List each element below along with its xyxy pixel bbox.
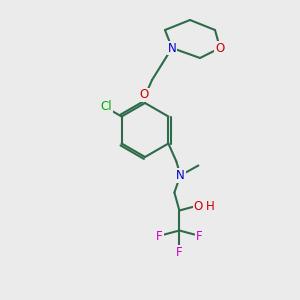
Text: F: F [196, 230, 203, 243]
Text: N: N [176, 169, 185, 182]
Text: H: H [206, 200, 214, 213]
Text: Cl: Cl [100, 100, 112, 113]
Text: N: N [168, 41, 176, 55]
Text: O: O [215, 41, 225, 55]
Text: O: O [194, 200, 203, 213]
Text: F: F [156, 230, 163, 243]
Text: O: O [140, 88, 148, 101]
Text: F: F [176, 246, 183, 259]
